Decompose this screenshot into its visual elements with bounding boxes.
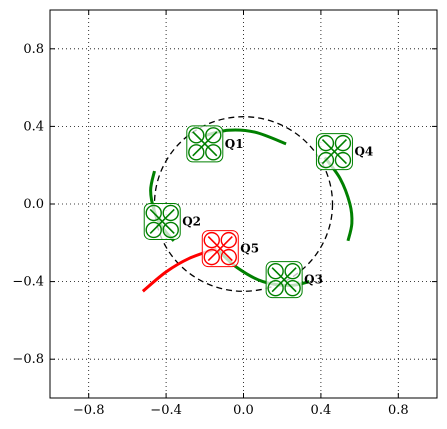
rotor-circle [188,144,205,161]
quadcopter-markers: Q1 Q2 Q3 Q4 Q5 [143,125,373,299]
quadcopter-arm [192,131,218,157]
reference-ellipse-group [153,116,334,292]
quadcopter-q3: Q3 [265,261,323,299]
rotor-circle [205,127,222,144]
rotor-circle [317,134,335,152]
rotor-circle [317,151,335,169]
y-tick-label: 0.8 [23,42,44,57]
y-tick-label: −0.4 [12,275,44,290]
y-tick-label: −0.8 [12,352,44,367]
rotor-circle [145,221,162,239]
rotor-circle [145,204,162,222]
quadcopter-q4: Q4 [315,133,373,171]
quadcopter-q5: Q5 [201,230,259,268]
quadcopter-label: Q3 [304,273,323,287]
axes [49,9,438,399]
quadcopter-label: Q1 [225,137,244,151]
rotor-circle [284,279,301,297]
rotor-circle [205,144,222,161]
x-tick-label: 0.4 [311,403,332,418]
rotor-circle [334,134,352,152]
rotor-circle [220,248,237,266]
rotor-circle [162,221,179,239]
grid [50,10,437,398]
quadcopter-label: Q2 [182,214,201,228]
rotor-circle [220,231,237,249]
rotor-circle [267,279,284,297]
quadcopter-arm [207,236,233,262]
x-tick-label: −0.4 [150,403,182,418]
quadcopter-q2: Q2 [143,202,201,240]
quadcopter-arm [149,208,175,235]
x-tick-label: 0.0 [233,403,254,418]
x-tick-label: −0.8 [73,403,105,418]
y-tick-label: 0.0 [23,197,44,212]
rotor-circle [203,248,220,266]
rotor-circle [267,262,284,280]
quadcopter-label: Q5 [240,242,259,256]
rotor-circle [284,262,301,280]
quadcopter-label: Q4 [354,145,373,159]
trajectory-arc [323,156,354,242]
rotor-circle [203,231,220,249]
quadcopter-arm [321,139,348,165]
rotor-circle [188,127,205,144]
x-tick-label: 0.8 [388,403,409,418]
tick-labels: −0.8 −0.4 0.0 0.4 0.8 −0.8 −0.4 0.0 0.4 0.8 [12,42,408,418]
quadcopter-arm [271,267,297,293]
rotor-circle [162,204,179,222]
y-tick-label: 0.4 [23,119,44,134]
quadcopter-q1: Q1 [186,125,244,163]
reference-ellipse [153,116,334,292]
rotor-circle [334,151,352,169]
